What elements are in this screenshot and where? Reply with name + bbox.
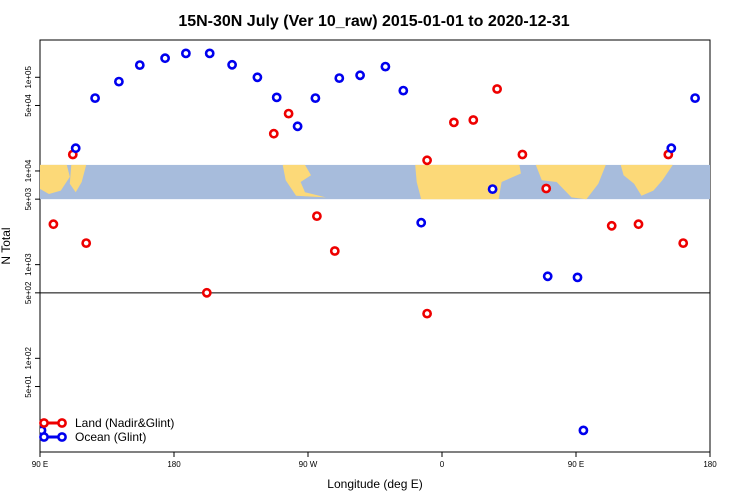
land-point [81, 238, 92, 248]
x-tick-label: 90 E [568, 460, 584, 469]
ocean-point [578, 425, 589, 436]
y-tick-label: 1e+04 [24, 159, 33, 182]
land-point [422, 155, 432, 166]
land-point [329, 246, 340, 256]
land-point [201, 287, 212, 298]
ocean-point [542, 271, 553, 282]
ocean-point [310, 93, 321, 103]
legend-ocean-label: Ocean (Glint) [75, 430, 146, 444]
ocean-point [252, 72, 263, 83]
ocean-point [160, 53, 170, 64]
plot-frame [39, 39, 711, 453]
ocean-point [398, 85, 409, 96]
ocean-point [666, 143, 677, 154]
land-point [48, 219, 59, 230]
map-ocean [40, 164, 710, 200]
map-landmass-2 [69, 164, 87, 193]
map-landmass-1 [40, 164, 70, 194]
land-point [633, 219, 644, 230]
map-landmass-6 [620, 164, 673, 196]
legend-land-marker-right [57, 418, 67, 428]
map-landmass-5 [535, 164, 606, 200]
land-point [311, 211, 322, 221]
ocean-point [227, 59, 237, 70]
legend-land-marker-left [39, 418, 49, 428]
x-tick-label: 0 [440, 460, 445, 469]
x-axis: 90 E 180 90 W 0 90 E 180 [32, 452, 717, 469]
x-tick-label: 180 [703, 460, 717, 469]
ocean-point [292, 121, 303, 132]
land-point [678, 238, 689, 248]
ocean-point [180, 48, 191, 59]
x-tick-label: 90 E [32, 460, 48, 469]
y-axis: 5e+01 1e+02 5e+02 1e+03 5e+03 1e+04 5e+04 1e+05 [24, 65, 40, 398]
ocean-point [114, 76, 124, 87]
land-point [606, 220, 617, 231]
y-tick-label: 1e+02 [24, 347, 33, 370]
y-tick-label: 5e+02 [24, 281, 33, 304]
ocean-point [380, 61, 391, 72]
ocean-point [572, 272, 583, 283]
ocean-point [690, 93, 700, 103]
chart-title: 15N-30N July (Ver 10_raw) 2015-01-01 to … [178, 13, 569, 30]
land-point [283, 108, 294, 119]
y-tick-label: 5e+03 [24, 187, 33, 210]
ocean-point [355, 70, 365, 81]
world-map-band [40, 164, 710, 200]
ocean-point [334, 73, 345, 83]
land-point [268, 128, 279, 139]
ocean-point [717, 80, 724, 87]
land-point [448, 117, 459, 128]
legend-land-label: Land (Nadir&Glint) [75, 416, 174, 430]
y-tick-label: 5e+01 [24, 375, 33, 398]
ocean-point [739, 62, 746, 69]
ocean-point [487, 184, 498, 194]
land-point [517, 149, 528, 160]
ocean-point [70, 143, 81, 154]
x-axis-label: Longitude (deg E) [327, 477, 422, 491]
x-tick-label: 90 W [299, 460, 318, 469]
ocean-point [271, 92, 282, 103]
ocean-point [90, 93, 100, 103]
land-point [468, 115, 479, 125]
land-point [422, 308, 432, 319]
data-points [40, 48, 746, 436]
legend-ocean-marker-left [39, 432, 49, 442]
x-tick-label: 180 [167, 460, 181, 469]
ocean-point [134, 60, 145, 70]
land-point [492, 84, 502, 94]
ocean-point [416, 217, 427, 228]
y-axis-label: N Total [0, 227, 13, 264]
land-point [541, 183, 552, 194]
y-tick-label: 1e+03 [24, 253, 33, 276]
ocean-point [204, 48, 215, 59]
legend: Land (Nadir&Glint) Ocean (Glint) [39, 416, 174, 444]
legend-ocean-marker-right [57, 432, 67, 442]
y-tick-label: 1e+05 [24, 65, 33, 88]
y-tick-label: 5e+04 [24, 94, 33, 117]
map-landmass-3 [282, 164, 326, 198]
